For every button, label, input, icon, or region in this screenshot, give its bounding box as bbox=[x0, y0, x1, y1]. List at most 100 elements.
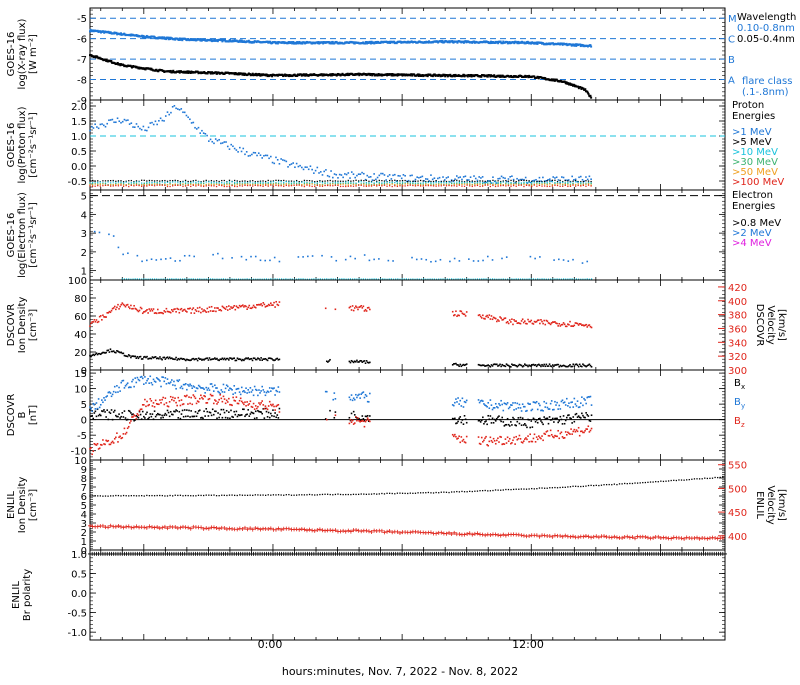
data-point bbox=[115, 352, 117, 354]
data-point bbox=[384, 180, 385, 181]
data-point bbox=[212, 386, 214, 388]
data-point bbox=[129, 123, 131, 125]
data-point bbox=[505, 366, 507, 368]
data-point bbox=[250, 256, 252, 258]
data-point bbox=[146, 356, 148, 358]
data-point bbox=[234, 180, 235, 181]
data-point bbox=[567, 184, 568, 185]
data-point bbox=[360, 305, 362, 307]
data-point bbox=[382, 278, 383, 279]
data-point bbox=[219, 182, 220, 183]
data-point bbox=[551, 366, 553, 368]
data-point bbox=[473, 260, 475, 262]
data-point bbox=[95, 186, 96, 187]
data-point bbox=[345, 183, 346, 184]
data-point bbox=[581, 366, 583, 368]
data-point bbox=[141, 129, 143, 131]
data-point bbox=[523, 186, 524, 187]
data-point bbox=[252, 180, 253, 181]
data-point bbox=[157, 183, 158, 184]
data-point bbox=[482, 176, 484, 178]
panel-frame bbox=[90, 100, 725, 190]
data-point bbox=[153, 418, 155, 420]
data-point bbox=[462, 419, 464, 421]
data-point bbox=[472, 184, 473, 185]
data-point bbox=[273, 186, 274, 187]
data-point bbox=[406, 278, 407, 279]
data-point bbox=[361, 181, 362, 182]
data-point bbox=[243, 390, 245, 392]
data-point bbox=[177, 108, 179, 110]
data-point bbox=[157, 309, 159, 311]
data-point bbox=[215, 311, 217, 313]
right-y-tick-label: 360 bbox=[728, 324, 747, 335]
data-point bbox=[329, 359, 331, 361]
data-point bbox=[111, 310, 113, 312]
data-point bbox=[520, 278, 521, 279]
data-point bbox=[200, 312, 202, 314]
data-point bbox=[248, 305, 250, 307]
data-point bbox=[539, 185, 540, 186]
data-point bbox=[481, 278, 482, 279]
data-point bbox=[149, 184, 150, 185]
data-point bbox=[317, 185, 318, 186]
data-point bbox=[142, 378, 144, 380]
data-point bbox=[559, 186, 560, 187]
data-point bbox=[146, 183, 147, 184]
data-point bbox=[304, 183, 305, 184]
data-point bbox=[208, 185, 209, 186]
data-point bbox=[272, 409, 274, 411]
data-point bbox=[188, 181, 189, 182]
data-point bbox=[298, 166, 300, 168]
data-point bbox=[417, 183, 418, 184]
data-point bbox=[361, 307, 363, 309]
data-point bbox=[567, 180, 568, 181]
data-point bbox=[348, 180, 349, 181]
data-point bbox=[432, 179, 434, 181]
data-point bbox=[114, 306, 116, 308]
data-point bbox=[280, 158, 282, 160]
data-point bbox=[200, 182, 201, 183]
data-point bbox=[200, 185, 201, 186]
data-point bbox=[193, 185, 194, 186]
data-point bbox=[216, 278, 217, 279]
data-point bbox=[103, 397, 105, 399]
data-point bbox=[337, 182, 338, 183]
data-point bbox=[126, 384, 128, 386]
data-point bbox=[262, 389, 264, 391]
data-point bbox=[411, 257, 413, 259]
data-point bbox=[160, 117, 162, 119]
data-point bbox=[509, 425, 511, 427]
data-point bbox=[151, 185, 152, 186]
data-point bbox=[536, 419, 538, 421]
data-point bbox=[533, 278, 534, 279]
data-point bbox=[466, 422, 468, 424]
data-point bbox=[110, 184, 111, 185]
data-point bbox=[466, 363, 468, 365]
data-point bbox=[148, 127, 150, 129]
data-point bbox=[194, 416, 196, 418]
data-point bbox=[153, 308, 155, 310]
data-point bbox=[378, 258, 380, 260]
data-point bbox=[586, 261, 588, 263]
data-point bbox=[105, 352, 107, 354]
data-point bbox=[182, 183, 183, 184]
data-point bbox=[245, 387, 247, 389]
data-point bbox=[497, 180, 498, 181]
data-point bbox=[227, 309, 229, 311]
data-point bbox=[251, 391, 253, 393]
data-point bbox=[242, 184, 243, 185]
data-point bbox=[234, 414, 236, 416]
data-point bbox=[578, 182, 579, 183]
data-point bbox=[496, 364, 498, 366]
data-point bbox=[505, 184, 506, 185]
data-point bbox=[510, 184, 511, 185]
y-tick-label: 3 bbox=[81, 229, 87, 240]
data-point bbox=[435, 184, 436, 185]
data-point bbox=[162, 313, 164, 315]
data-point bbox=[449, 261, 451, 263]
data-point bbox=[278, 185, 279, 186]
data-point bbox=[180, 108, 182, 110]
data-point bbox=[556, 176, 558, 178]
data-point bbox=[107, 181, 108, 182]
